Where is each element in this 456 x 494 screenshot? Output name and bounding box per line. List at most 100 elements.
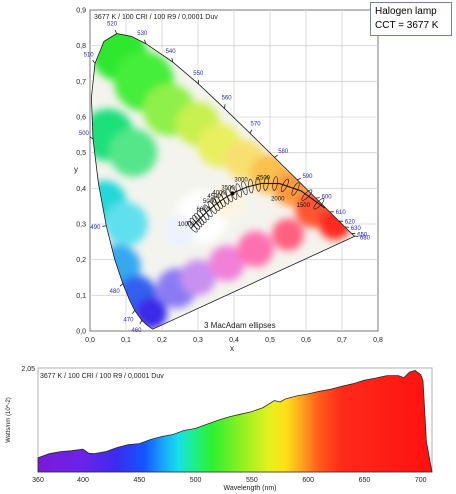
macadam-ellipse — [263, 176, 269, 191]
macadam-ellipse — [272, 176, 278, 191]
spd-x-tick-label: 650 — [359, 477, 371, 484]
cie-x-tick-label: 0,6 — [301, 337, 311, 344]
wavelength-tick — [315, 197, 320, 199]
macadam-ellipse — [196, 210, 207, 223]
macadam-ellipse — [241, 180, 248, 196]
cie-title: 3677 K / 100 CRI / 100 R9 / 0,0001 Duv — [94, 14, 218, 21]
macadam-ellipse — [248, 178, 254, 194]
macadam-ellipse — [301, 189, 313, 201]
spd-x-tick-label: 400 — [77, 477, 89, 484]
spd-x-tick-label: 600 — [302, 477, 314, 484]
cie-x-tick-label: 0,3 — [193, 337, 203, 344]
lamp-callout: Halogen lamp CCT = 3677 K — [370, 2, 452, 36]
cie-x-axis-label: x — [230, 344, 234, 353]
macadam-ellipse — [211, 198, 220, 212]
wavelength-label: 520 — [107, 22, 118, 28]
wavelength-label: 680 — [360, 236, 371, 242]
spd-tick-labels: 360 400 450 500 550 600 650 700 2,05 — [21, 366, 426, 484]
lamp-name: Halogen lamp — [375, 6, 437, 17]
cie-x-tick-label: 0,8 — [373, 337, 383, 344]
spd-x-axis-label: Wavelength (nm) — [223, 485, 276, 492]
wavelength-tick — [139, 320, 143, 325]
wavelength-label: 530 — [137, 31, 148, 37]
wavelength-tick — [351, 232, 356, 235]
wavelength-tick — [274, 154, 278, 158]
cct-label: 4500 — [207, 194, 221, 200]
wavelength-label: 560 — [222, 96, 233, 102]
cct-label: 4000 — [212, 190, 226, 196]
cct-label: 3500 — [221, 185, 235, 191]
macadam-ellipse — [214, 195, 223, 209]
wavelength-tick — [223, 104, 226, 109]
cie-x-tick-label: 0,0 — [85, 337, 95, 344]
cie-y-tick-label: 0,6 — [76, 115, 86, 122]
cie-y-tick-label: 0,0 — [76, 329, 86, 336]
wavelength-label: 630 — [351, 226, 362, 232]
spd-x-tick-label: 550 — [246, 477, 258, 484]
macadam-ellipse — [192, 215, 203, 228]
spectral-power-chart: 360 400 450 500 550 600 650 700 2,05 3677 K / 10… — [6, 366, 433, 492]
wavelength-tick — [119, 283, 124, 287]
spd-x-tick-label: 360 — [32, 477, 44, 484]
cct-label: 3000 — [234, 178, 248, 184]
cie-gamut-blob — [237, 230, 274, 267]
wavelength-tick — [249, 129, 253, 134]
wavelength-label: 480 — [110, 289, 121, 295]
cie-gamut-blob — [164, 215, 196, 248]
cie-y-tick-label: 0,4 — [76, 186, 86, 193]
wavelength-tick — [92, 59, 96, 64]
macadam-ellipses-label: 3 MacAdam ellipses — [204, 321, 276, 330]
wavelength-label: 500 — [79, 131, 90, 137]
cie-gamut-blob — [272, 218, 304, 251]
wavelength-tick — [132, 310, 136, 314]
wavelength-label: 590 — [302, 174, 313, 180]
wavelength-tick — [296, 177, 301, 181]
cie-x-tick-label: 0,7 — [337, 337, 347, 344]
cie-gamut-blob — [109, 128, 158, 177]
macadam-ellipse — [203, 204, 213, 218]
wavelength-label: 650 — [357, 233, 368, 239]
wavelength-label: 570 — [251, 122, 262, 128]
spd-y-axis-label: Watts/nm (10^-2) — [6, 397, 12, 443]
cie-y-tick-label: 0,7 — [76, 79, 86, 86]
cct-label: 10000 — [178, 222, 195, 228]
wavelength-label: 510 — [84, 52, 95, 58]
cie-y-tick-label: 0,1 — [76, 293, 86, 300]
spd-spectrum-area — [37, 370, 433, 473]
wavelength-label: 460 — [131, 328, 142, 334]
spd-area — [37, 370, 433, 473]
macadam-ellipse — [194, 213, 205, 226]
spd-x-tick-label: 500 — [190, 477, 202, 484]
cie-gamut-blob — [180, 259, 216, 296]
cie-y-tick-label: 0,2 — [76, 257, 86, 264]
macadam-ellipse — [280, 178, 289, 193]
cie-spectral-locus: 460 470 480 490 500 510 520 530 540 550 560 570 580 5… — [79, 22, 371, 334]
cct-label: 1500 — [297, 203, 311, 209]
spectral-locus-curve — [90, 33, 356, 330]
macadam-ellipse — [313, 198, 325, 210]
wavelength-label: 540 — [166, 49, 177, 55]
wavelength-label: 470 — [123, 317, 134, 323]
wavelength-tick — [89, 136, 94, 140]
cie-y-axis-label: y — [74, 165, 78, 174]
macadam-ellipse — [235, 183, 242, 198]
cct-label: 2000 — [271, 196, 285, 202]
macadam-ellipse — [291, 182, 300, 196]
wavelength-tick — [144, 39, 147, 44]
wavelength-tick — [114, 29, 118, 34]
wavelength-label: 550 — [193, 71, 204, 77]
cie-x-tick-label: 0,2 — [157, 337, 167, 344]
cie-x-tick-label: 0,4 — [229, 337, 239, 344]
cie-y-tick-label: 0,9 — [76, 8, 86, 15]
cie-chromaticity-chart: 460 470 480 490 500 510 520 530 540 550 560 570 580 5… — [74, 8, 383, 354]
wavelength-tick — [102, 225, 107, 227]
spd-title: 3677 K / 100 CRI / 100 R9 / 0,0001 Duv — [40, 373, 164, 380]
wavelength-tick — [171, 57, 174, 63]
cie-tick-labels: 0,0 0,1 0,2 0,3 0,4 0,5 0,6 0,7 0,8 0,0 0,1 0,2 0,3 0… — [76, 8, 383, 345]
macadam-ellipse — [255, 177, 261, 192]
cie-x-tick-label: 0,5 — [265, 337, 275, 344]
spd-x-tick-label: 700 — [415, 477, 427, 484]
macadam-ellipse — [189, 217, 201, 230]
wavelength-tick — [353, 235, 359, 237]
